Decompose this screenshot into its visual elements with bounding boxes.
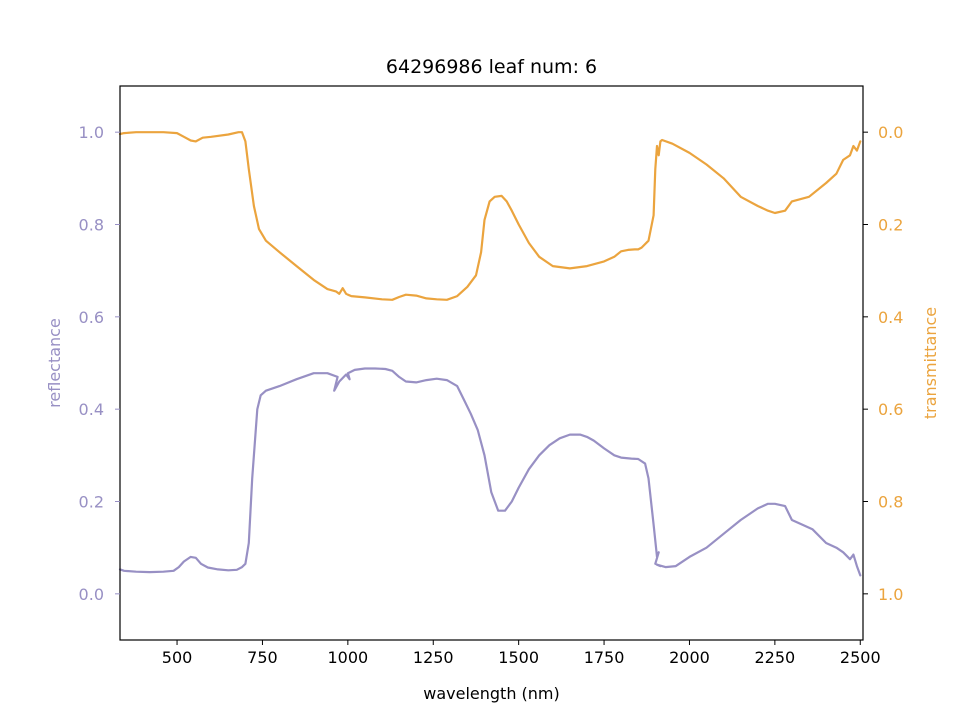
y-left-tick-label: 0.6 (79, 308, 104, 327)
x-tick-label: 1750 (584, 648, 625, 667)
x-tick-label: 1500 (498, 648, 539, 667)
plot-frame (119, 85, 864, 641)
y-left-tick-label: 0.4 (79, 400, 104, 419)
y-left-tick-label: 0.2 (79, 493, 104, 512)
y-right-tick-label: 1.0 (878, 585, 903, 604)
y-right-tick-label: 0.6 (878, 400, 903, 419)
x-tick-label: 2250 (755, 648, 796, 667)
y-right-tick-label: 0.4 (878, 308, 903, 327)
reflectance-line (118, 367, 862, 577)
x-tick-label: 1000 (327, 648, 368, 667)
y-right-tick-label: 0.8 (878, 493, 903, 512)
x-tick-label: 500 (162, 648, 193, 667)
chart-title: 64296986 leaf num: 6 (386, 56, 597, 78)
x-tick-label: 1250 (413, 648, 454, 667)
y-right-tick-label: 0.0 (878, 123, 903, 142)
y-left-tick-label: 1.0 (79, 123, 104, 142)
x-axis-title: wavelength (nm) (423, 684, 560, 703)
y-left-tick-label: 0.8 (79, 216, 104, 235)
y-right-tick-label: 0.2 (878, 216, 903, 235)
x-tick-label: 2000 (669, 648, 710, 667)
y-left-tick-label: 0.0 (79, 585, 104, 604)
x-tick-label: 750 (247, 648, 278, 667)
y-left-axis-title: reflectance (45, 318, 64, 408)
y-right-axis-title: transmittance (921, 307, 940, 419)
transmittance-line (118, 131, 862, 301)
x-tick-label: 2500 (840, 648, 881, 667)
